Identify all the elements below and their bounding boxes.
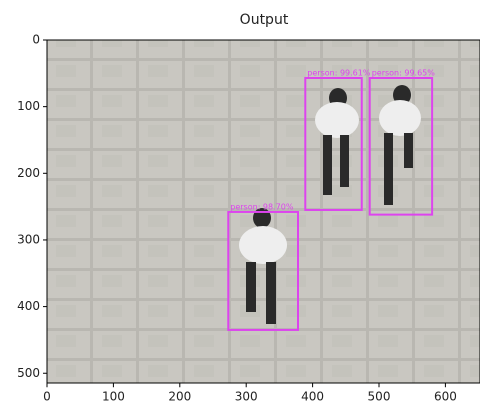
y-tick-label: 300 <box>17 232 40 246</box>
x-tick-label: 300 <box>235 390 258 404</box>
y-tick-label: 0 <box>32 33 40 47</box>
y-tick-label: 400 <box>17 299 40 313</box>
y-tick-label: 100 <box>17 99 40 113</box>
detection-label: person: 99.65% <box>372 68 436 77</box>
chart-title: Output <box>240 12 289 28</box>
x-tick-label: 100 <box>102 390 125 404</box>
detection-label: person: 98.70% <box>230 202 294 211</box>
x-tick-label: 0 <box>43 390 51 404</box>
y-tick-label: 200 <box>17 166 40 180</box>
figure: Output 0 100 200 300 400 500 600 0 100 200 300 400 5… <box>0 0 480 411</box>
detection-label: person: 99.61% <box>307 68 371 77</box>
x-tick-label: 400 <box>301 390 324 404</box>
x-tick-label: 500 <box>368 390 391 404</box>
x-tick-label: 600 <box>434 390 457 404</box>
x-tick-label: 200 <box>168 390 191 404</box>
y-tick-label: 500 <box>17 366 40 380</box>
